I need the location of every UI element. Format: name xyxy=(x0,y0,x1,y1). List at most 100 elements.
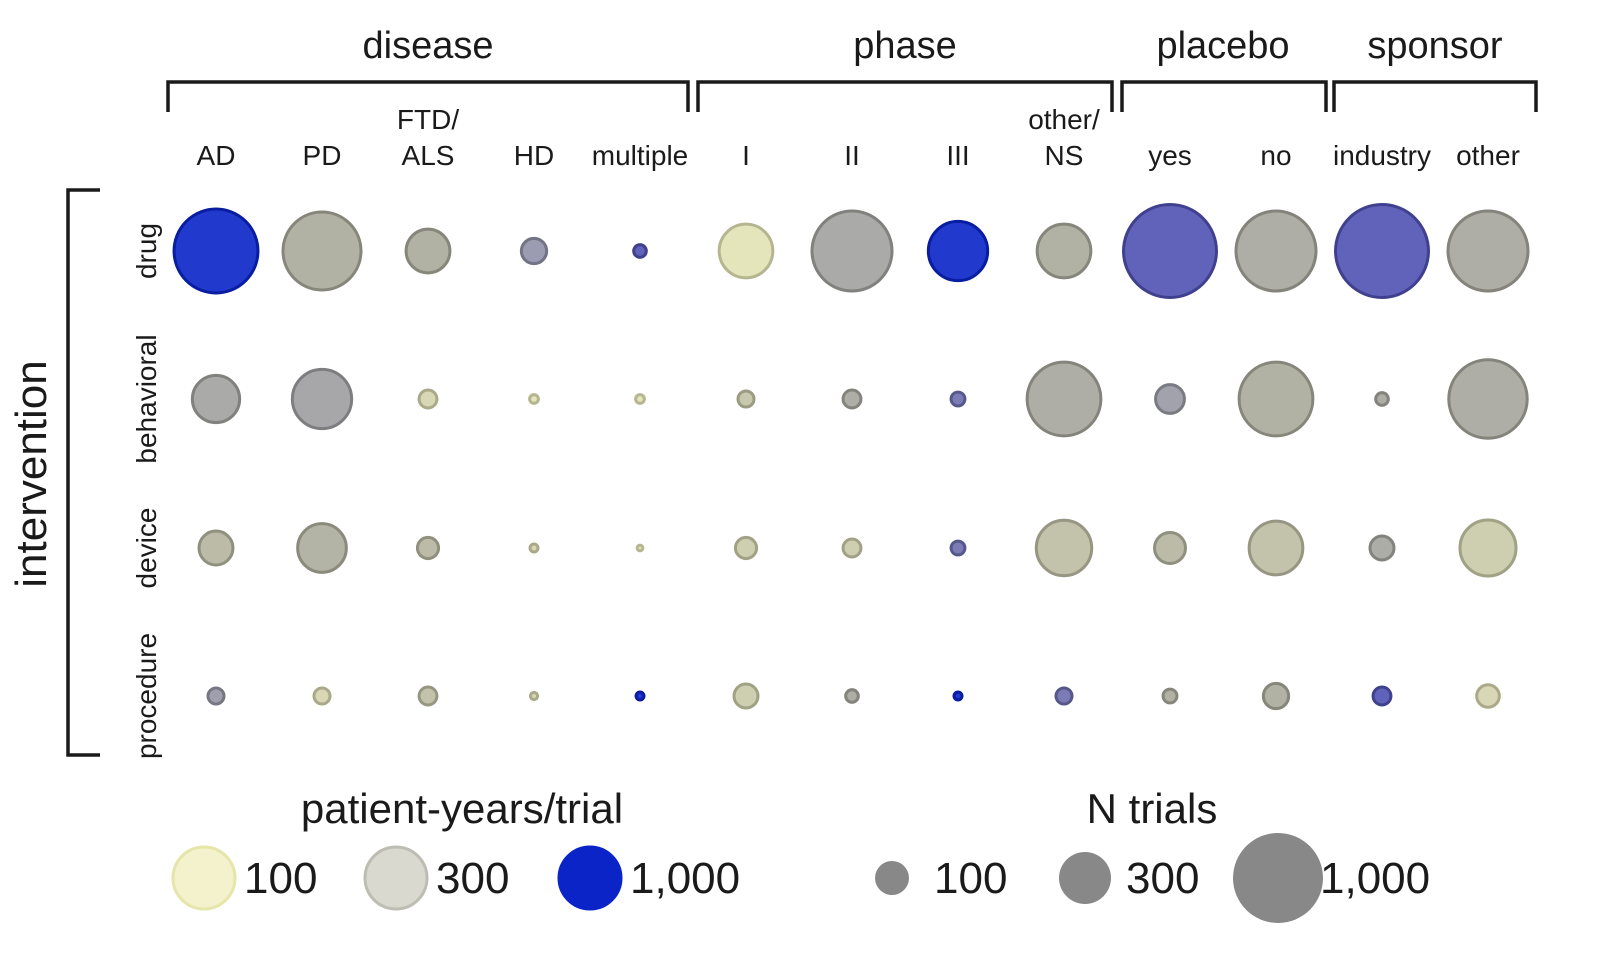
legend-size-label-1-000: 1,000 xyxy=(1320,854,1430,903)
legend-size-swatch-1-000 xyxy=(1233,833,1323,923)
column-label-ii: II xyxy=(844,140,860,171)
bubble-device-other-ns xyxy=(1034,518,1094,578)
bubble-procedure-other xyxy=(1475,683,1501,709)
group-label-sponsor: sponsor xyxy=(1367,25,1503,67)
bubble-behavioral-industry xyxy=(1374,391,1390,407)
legend-color-swatch-1-000 xyxy=(557,845,623,911)
bracket-placebo xyxy=(1120,80,1328,112)
column-label-other-ns: other/NS xyxy=(1028,104,1100,171)
legend-color-label-300: 300 xyxy=(436,854,509,903)
bubble-grid xyxy=(172,203,1530,711)
bubble-drug-multiple xyxy=(632,243,648,259)
bubble-behavioral-other xyxy=(1447,358,1529,440)
column-label-ftd-als: FTD/ALS xyxy=(397,104,459,171)
bubble-device-i xyxy=(733,535,759,561)
bubble-behavioral-ftd-als xyxy=(417,388,439,410)
column-label-yes: yes xyxy=(1148,140,1192,171)
column-label-iii: III xyxy=(946,140,969,171)
bubble-behavioral-no xyxy=(1237,360,1315,438)
bubble-behavioral-i xyxy=(736,389,756,409)
bubble-drug-hd xyxy=(519,236,549,266)
legend-color-swatch-300 xyxy=(363,845,429,911)
group-label-placebo: placebo xyxy=(1156,25,1289,67)
bubble-procedure-iii xyxy=(952,690,964,702)
legend-size-label-300: 300 xyxy=(1126,854,1199,903)
row-axis-title: intervention xyxy=(7,360,56,587)
legend-size-title: N trials xyxy=(1087,785,1218,832)
bubble-device-no xyxy=(1247,519,1305,577)
bubble-drug-other-ns xyxy=(1035,222,1093,280)
column-label-industry: industry xyxy=(1333,140,1431,171)
column-label-multiple: multiple xyxy=(592,140,688,171)
bubble-device-iii xyxy=(949,539,967,557)
legend-n-trials: N trials 100 300 1,000 xyxy=(875,785,1430,923)
legend-color-swatch-100 xyxy=(171,845,237,911)
bubble-behavioral-iii xyxy=(949,390,967,408)
bubble-drug-no xyxy=(1234,209,1318,293)
legend-color-label-100: 100 xyxy=(244,854,317,903)
bubble-drug-ftd-als xyxy=(404,227,452,275)
bubble-drug-other xyxy=(1446,209,1530,293)
group-label-phase: phase xyxy=(853,25,957,67)
column-label-other: other xyxy=(1456,140,1520,171)
column-label-ad: AD xyxy=(197,140,236,171)
group-brackets xyxy=(166,80,1538,112)
legend-color-title: patient-years/trial xyxy=(301,785,623,832)
bubble-device-multiple xyxy=(635,543,645,553)
bubble-drug-ii xyxy=(810,209,894,293)
row-label-behavioral: behavioral xyxy=(131,334,162,463)
bubble-procedure-no xyxy=(1261,681,1291,711)
bubble-procedure-multiple xyxy=(634,690,646,702)
group-label-disease: disease xyxy=(363,25,494,67)
bubble-procedure-yes xyxy=(1161,687,1179,705)
bubble-procedure-hd xyxy=(528,690,540,702)
bubble-behavioral-other-ns xyxy=(1025,360,1103,438)
bubble-procedure-ad xyxy=(206,686,226,706)
column-label-no: no xyxy=(1260,140,1291,171)
bracket-phase xyxy=(696,80,1114,112)
bubble-device-ftd-als xyxy=(415,535,441,561)
row-bracket xyxy=(66,188,100,757)
column-label-pd: PD xyxy=(303,140,342,171)
bubble-drug-yes xyxy=(1122,203,1218,299)
bubble-drug-i xyxy=(717,222,775,280)
bubble-procedure-other-ns xyxy=(1054,686,1074,706)
bubble-behavioral-pd xyxy=(290,367,354,431)
legend-size-swatch-300 xyxy=(1059,852,1111,904)
bubble-procedure-industry xyxy=(1371,685,1393,707)
bubble-device-ii xyxy=(841,537,863,559)
legend-size-label-100: 100 xyxy=(934,854,1007,903)
bubble-procedure-ftd-als xyxy=(417,685,439,707)
bubble-device-industry xyxy=(1368,534,1396,562)
column-label-hd: HD xyxy=(514,140,554,171)
row-label-procedure: procedure xyxy=(131,633,162,759)
legend-size-swatch-100 xyxy=(875,861,909,895)
bubble-device-hd xyxy=(528,542,540,554)
bubble-procedure-ii xyxy=(844,688,860,704)
bracket-disease xyxy=(166,80,690,112)
legend-patient-years: patient-years/trial 100 300 1,000 xyxy=(171,785,740,911)
bubble-device-other xyxy=(1458,518,1518,578)
bubble-drug-ad xyxy=(172,207,260,295)
bubble-behavioral-hd xyxy=(528,393,540,405)
bubble-behavioral-ad xyxy=(190,373,242,425)
bubble-procedure-i xyxy=(732,682,760,710)
bubble-device-pd xyxy=(296,522,348,574)
row-labels: drug behavioral device procedure xyxy=(66,188,162,759)
row-label-drug: drug xyxy=(131,223,162,279)
legend-color-label-1-000: 1,000 xyxy=(630,854,740,903)
bubble-drug-pd xyxy=(281,210,363,292)
bubble-behavioral-multiple xyxy=(634,393,646,405)
row-label-device: device xyxy=(131,508,162,589)
bubble-device-ad xyxy=(197,529,235,567)
bracket-sponsor xyxy=(1332,80,1538,112)
bubble-device-yes xyxy=(1153,531,1187,565)
bubble-drug-iii xyxy=(926,219,990,283)
bubble-behavioral-yes xyxy=(1154,383,1186,415)
column-group-labels: disease phase placebo sponsor xyxy=(363,25,1503,67)
bubble-drug-industry xyxy=(1334,203,1430,299)
column-label-i: I xyxy=(742,140,750,171)
bubble-procedure-pd xyxy=(312,686,332,706)
